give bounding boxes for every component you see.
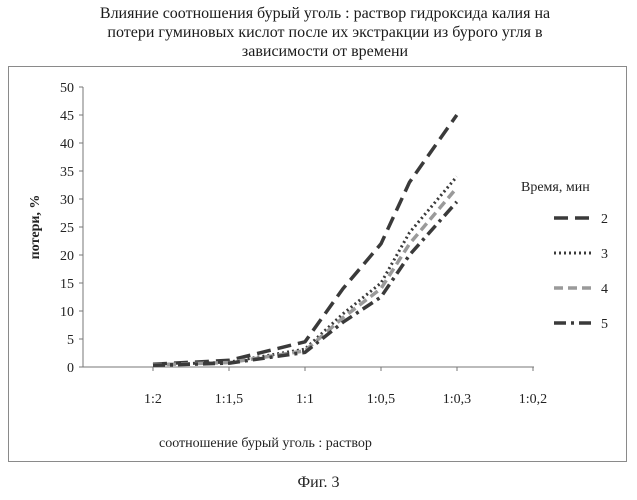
chart-title-line-3: зависимости от времени bbox=[40, 42, 610, 61]
y-tick-label: 15 bbox=[60, 277, 74, 292]
x-tick-label: 1:0,3 bbox=[443, 392, 471, 407]
series-line-3 bbox=[153, 177, 457, 365]
y-tick-label: 50 bbox=[60, 81, 74, 96]
y-tick-label: 45 bbox=[60, 109, 74, 124]
chart-title: Влияние соотношения бурый уголь : раство… bbox=[40, 4, 610, 61]
x-tick-label: 1:2 bbox=[144, 392, 162, 407]
x-tick-label: 1:1,5 bbox=[215, 392, 243, 407]
legend-title: Время, мин bbox=[521, 180, 590, 195]
legend-label-2: 2 bbox=[601, 212, 608, 227]
figure-caption: Фиг. 3 bbox=[0, 474, 637, 492]
y-tick-label: 10 bbox=[60, 305, 74, 320]
x-tick-label: 1:1 bbox=[296, 392, 314, 407]
line-chart: 051015202530354045501:21:1,51:11:0,51:0,… bbox=[9, 67, 628, 463]
chart-frame: 051015202530354045501:21:1,51:11:0,51:0,… bbox=[8, 66, 627, 462]
legend-label-3: 3 bbox=[601, 247, 608, 262]
x-tick-label: 1:0,2 bbox=[519, 392, 547, 407]
series-line-4 bbox=[153, 188, 457, 365]
y-tick-label: 20 bbox=[60, 249, 74, 264]
legend-label-5: 5 bbox=[601, 317, 608, 332]
y-tick-label: 5 bbox=[67, 333, 74, 348]
y-tick-label: 35 bbox=[60, 165, 74, 180]
x-axis-title: соотношение бурый уголь : раствор bbox=[159, 436, 372, 451]
y-axis-title: потери, % bbox=[28, 195, 43, 260]
y-tick-label: 25 bbox=[60, 221, 74, 236]
chart-title-line-2: потери гуминовых кислот после их экстрак… bbox=[40, 23, 610, 42]
legend-label-4: 4 bbox=[601, 282, 608, 297]
y-tick-label: 0 bbox=[67, 361, 74, 376]
y-tick-label: 40 bbox=[60, 137, 74, 152]
x-tick-label: 1:0,5 bbox=[367, 392, 395, 407]
y-tick-label: 30 bbox=[60, 193, 74, 208]
chart-title-line-1: Влияние соотношения бурый уголь : раство… bbox=[40, 4, 610, 23]
